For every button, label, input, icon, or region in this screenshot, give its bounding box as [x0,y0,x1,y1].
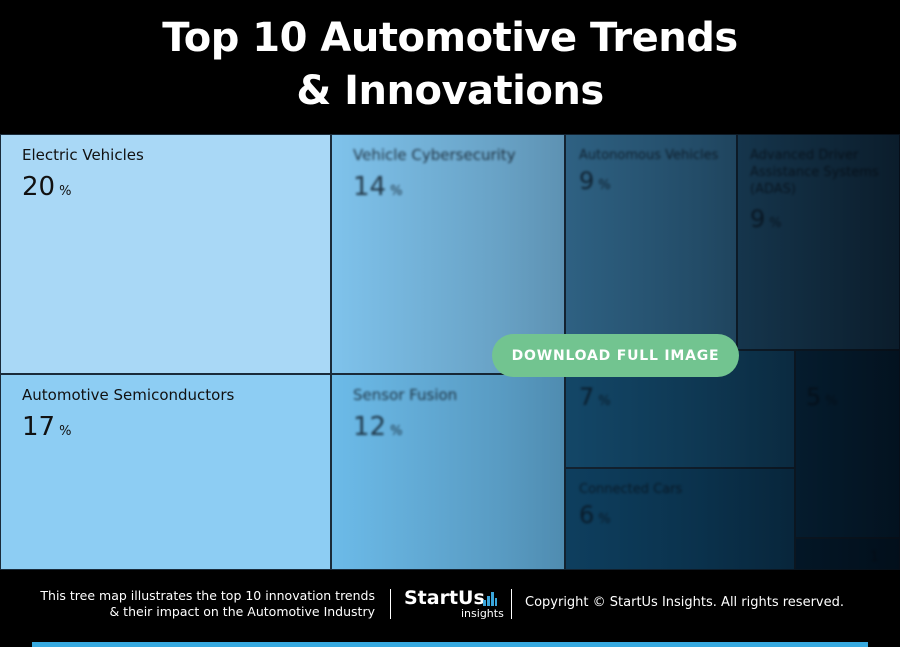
tile-value: 9% [579,167,611,195]
tile-label: Automotive Semiconductors [22,386,235,404]
tile-value: 1 [870,549,879,565]
logo-wordmark: StartUs [404,587,485,609]
header: Top 10 Automotive Trends & Innovations [0,0,900,134]
footer-divider-right [511,589,512,619]
footer-divider-left [390,589,391,619]
tile-label: Vehicle Cybersecurity [353,146,516,164]
accent-bar [32,642,868,647]
footer-desc-line-2: & their impact on the Automotive Industr… [109,604,375,619]
tile-value: 17% [22,412,72,442]
tile-autonomous-vehicles: Autonomous Vehicles 9% [565,134,737,350]
tile-electric-vehicles: Electric Vehicles 20% [0,134,331,374]
tile-label: Autonomous Vehicles [579,148,719,163]
tile-value: 9% [750,205,782,233]
tile-trend-10: 1 [795,538,900,570]
tile-label: Electric Vehicles [22,146,144,164]
startus-insights-logo[interactable]: StartUs insights [404,587,504,623]
tile-value: 20% [22,172,72,202]
tile-label: Advanced Driver Assistance Systems (ADAS… [750,148,879,197]
page-title: Top 10 Automotive Trends & Innovations [0,0,900,118]
tile-connected-cars: Connected Cars 6% [565,468,795,570]
bar-chart-icon [483,591,497,606]
tile-value: 6% [579,501,611,529]
tile-value: 5% [806,383,838,411]
title-line-2: & Innovations [296,68,604,114]
tile-automotive-semiconductors: Automotive Semiconductors 17% [0,374,331,570]
footer: This tree map illustrates the top 10 inn… [0,570,900,647]
download-full-image-button[interactable]: DOWNLOAD FULL IMAGE [492,334,739,377]
tile-value: 14% [353,172,403,202]
footer-description: This tree map illustrates the top 10 inn… [40,588,375,620]
title-line-1: Top 10 Automotive Trends [162,15,738,61]
footer-desc-line-1: This tree map illustrates the top 10 inn… [40,588,375,603]
copyright-text: Copyright © StartUs Insights. All rights… [525,595,844,610]
tile-label: Connected Cars [579,482,683,497]
tile-value: 7% [579,383,611,411]
tile-value: 12% [353,412,403,442]
tile-trend-9: 5% [795,350,900,538]
tile-sensor-fusion: Sensor Fusion 12% [331,374,565,570]
logo-subtext: insights [461,607,504,620]
tile-adas: Advanced Driver Assistance Systems (ADAS… [737,134,900,350]
tile-label: Sensor Fusion [353,386,458,404]
treemap-chart: Electric Vehicles 20% Automotive Semicon… [0,134,900,570]
